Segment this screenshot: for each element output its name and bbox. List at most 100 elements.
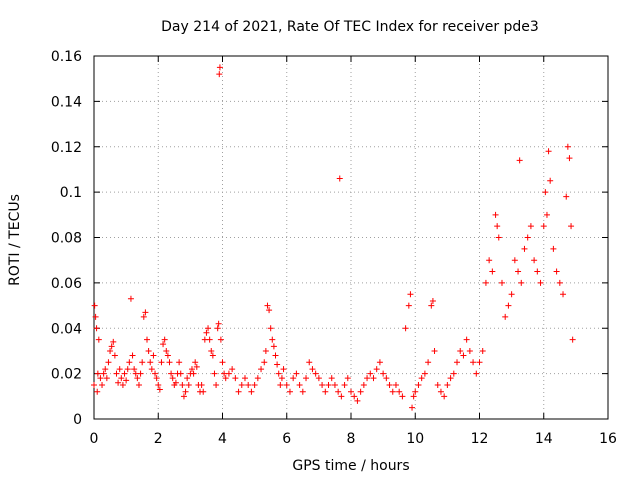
- data-point: [272, 352, 279, 359]
- data-point: [275, 370, 282, 377]
- data-point: [437, 388, 444, 395]
- data-point: [258, 366, 265, 373]
- data-point: [105, 359, 112, 366]
- data-point: [331, 381, 338, 388]
- data-point: [309, 366, 316, 373]
- axis-ticks: 0 2 4 6 8 10 12 14 16 0 0.02 0.04 0.06 0.08 0.1 0.12 0.1…: [51, 49, 617, 447]
- data-point: [429, 298, 436, 305]
- data-point: [325, 381, 332, 388]
- data-point: [315, 375, 322, 382]
- data-point: [351, 393, 358, 400]
- data-point: [140, 313, 147, 320]
- data-point: [521, 245, 528, 252]
- data-point: [160, 341, 167, 348]
- data-point: [264, 302, 271, 309]
- data-point: [164, 352, 171, 359]
- data-point: [254, 375, 261, 382]
- data-point: [312, 370, 319, 377]
- data-point: [399, 393, 406, 400]
- data-point: [115, 379, 122, 386]
- data-point: [219, 359, 226, 366]
- data-point: [137, 370, 144, 377]
- y-tick-label: 0.12: [51, 140, 82, 156]
- data-point: [107, 347, 114, 354]
- data-point: [94, 370, 101, 377]
- data-point: [103, 375, 110, 382]
- data-point: [190, 370, 197, 377]
- data-point: [206, 336, 213, 343]
- y-tick-label: 0.16: [51, 49, 82, 65]
- data-point: [486, 257, 493, 264]
- y-tick-label: 0.1: [60, 185, 82, 201]
- data-point: [270, 343, 277, 350]
- y-tick-label: 0.08: [51, 231, 82, 247]
- data-point: [283, 381, 290, 388]
- data-points: [91, 64, 576, 411]
- data-point: [441, 393, 448, 400]
- data-point: [142, 309, 149, 316]
- data-point: [261, 359, 268, 366]
- x-tick-label: 6: [282, 431, 291, 447]
- data-point: [135, 381, 142, 388]
- x-tick-label: 16: [599, 431, 617, 447]
- data-point: [463, 336, 470, 343]
- data-point: [341, 381, 348, 388]
- data-point: [418, 375, 425, 382]
- data-point: [97, 375, 104, 382]
- data-point: [179, 381, 186, 388]
- data-point: [158, 359, 165, 366]
- data-point: [518, 279, 525, 286]
- data-point: [396, 388, 403, 395]
- data-point: [335, 388, 342, 395]
- data-point: [542, 189, 549, 196]
- data-point: [425, 359, 432, 366]
- data-point: [94, 388, 101, 395]
- data-point: [192, 359, 199, 366]
- data-point: [274, 361, 281, 368]
- data-point: [556, 279, 563, 286]
- data-point: [144, 336, 151, 343]
- data-point: [534, 268, 541, 275]
- x-tick-label: 0: [90, 431, 99, 447]
- data-point: [145, 347, 152, 354]
- data-point: [235, 388, 242, 395]
- data-point: [386, 381, 393, 388]
- data-point: [482, 279, 489, 286]
- data-point: [450, 370, 457, 377]
- data-point: [150, 352, 157, 359]
- data-point: [531, 257, 538, 264]
- y-axis-label: ROTI / TECUs: [7, 194, 23, 286]
- data-point: [127, 295, 134, 302]
- data-point: [457, 347, 464, 354]
- y-tick-label: 0.06: [51, 276, 82, 292]
- data-point: [211, 370, 218, 377]
- data-point: [498, 279, 505, 286]
- data-point: [139, 359, 146, 366]
- data-point: [560, 291, 567, 298]
- data-point: [185, 381, 192, 388]
- data-point: [564, 143, 571, 150]
- data-point: [182, 388, 189, 395]
- data-point: [102, 366, 109, 373]
- data-point: [296, 381, 303, 388]
- data-point: [505, 302, 512, 309]
- data-point: [198, 381, 205, 388]
- data-point: [163, 347, 170, 354]
- data-point: [134, 375, 141, 382]
- data-point: [180, 393, 187, 400]
- data-point: [169, 375, 176, 382]
- data-point: [545, 148, 552, 155]
- data-point: [454, 359, 461, 366]
- data-point: [290, 375, 297, 382]
- data-point: [524, 234, 531, 241]
- data-point: [407, 291, 414, 298]
- data-point: [410, 393, 417, 400]
- data-point: [460, 352, 467, 359]
- data-point: [262, 347, 269, 354]
- data-point: [299, 388, 306, 395]
- data-point: [344, 375, 351, 382]
- data-point: [306, 359, 313, 366]
- data-point: [566, 155, 573, 162]
- data-point: [95, 336, 102, 343]
